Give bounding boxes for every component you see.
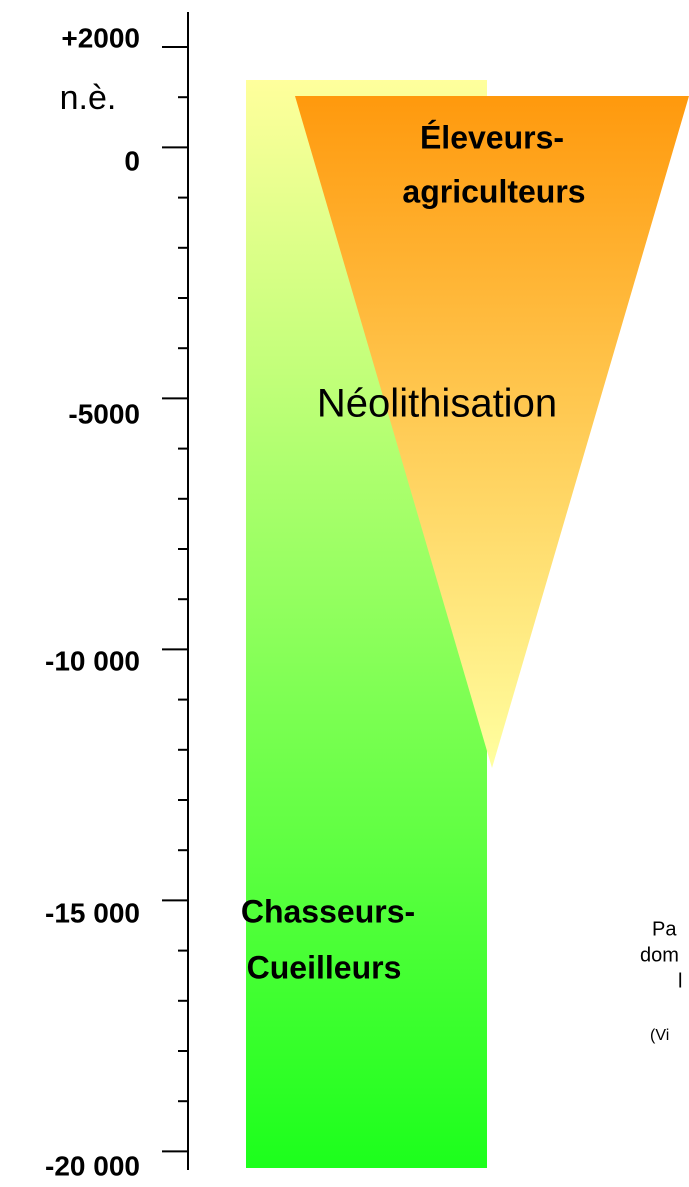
zone-title: Chasseurs- xyxy=(241,893,415,929)
axis-label: -15 000 xyxy=(45,897,140,928)
zone-label: Néolithisation xyxy=(317,382,557,426)
axis-label: +2000 xyxy=(61,22,140,53)
farmer-triangle xyxy=(295,96,689,768)
axis-label: n.è. xyxy=(60,79,117,117)
zone-title: Éleveurs- xyxy=(420,119,564,155)
side-text: l xyxy=(678,970,682,992)
zone-title: Cueilleurs xyxy=(247,949,402,985)
axis-label: -10 000 xyxy=(45,645,140,676)
side-text: Pa xyxy=(652,918,677,940)
axis-label: 0 xyxy=(124,145,140,176)
side-text: dom xyxy=(640,944,679,966)
axis-label: -5000 xyxy=(68,398,140,429)
side-text: (Vi xyxy=(650,1027,669,1044)
time-axis xyxy=(162,12,189,1170)
axis-label: -20 000 xyxy=(45,1150,140,1181)
zone-title: agriculteurs xyxy=(402,173,585,209)
